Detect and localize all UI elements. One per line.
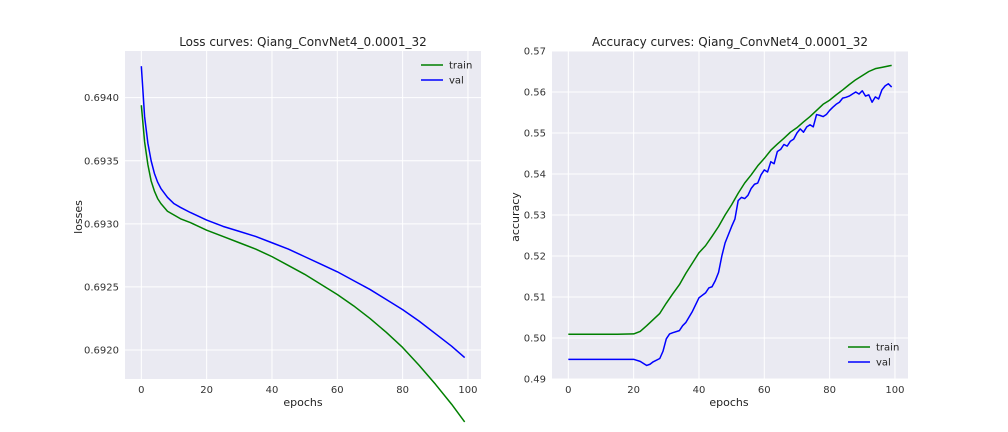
accuracy-y-tick-label: 0.51 <box>524 293 546 304</box>
accuracy-y-axis-label: accuracy <box>509 192 522 242</box>
accuracy-x-tick-label: 0 <box>565 385 571 396</box>
accuracy-y-tick-label: 0.53 <box>524 211 546 222</box>
accuracy-chart: Accuracy curves: Qiang_ConvNet4_0.0001_3… <box>509 35 908 409</box>
accuracy-series-val-line <box>568 83 893 367</box>
accuracy-legend-label-val: val <box>876 358 891 369</box>
loss-series-val-line <box>140 66 466 359</box>
accuracy-x-tick-label: 80 <box>823 385 836 396</box>
loss-series-train-line <box>140 105 466 423</box>
loss-chart-title: Loss curves: Qiang_ConvNet4_0.0001_32 <box>179 35 427 49</box>
loss-legend: train val <box>421 61 472 87</box>
loss-y-axis-label: losses <box>72 200 85 234</box>
accuracy-legend: train val <box>848 343 899 369</box>
accuracy-x-tick-label: 20 <box>627 385 640 396</box>
accuracy-series-train-line <box>568 64 892 336</box>
accuracy-y-tick-label: 0.54 <box>524 170 546 181</box>
loss-x-tick-label: 60 <box>331 385 344 396</box>
accuracy-y-tick-label: 0.55 <box>524 129 546 140</box>
accuracy-y-tick-label: 0.57 <box>524 47 546 58</box>
accuracy-x-tick-label: 60 <box>758 385 771 396</box>
loss-y-tick-label: 0.6930 <box>84 219 119 230</box>
loss-y-tick-label: 0.6920 <box>84 345 119 356</box>
accuracy-y-tick-label: 0.50 <box>524 334 546 345</box>
loss-y-tick-label: 0.6940 <box>84 93 119 104</box>
loss-y-tick-label: 0.6935 <box>84 156 119 167</box>
loss-legend-label-train: train <box>449 61 472 72</box>
accuracy-y-tick-label: 0.52 <box>524 252 546 263</box>
loss-x-tick-label: 0 <box>138 385 144 396</box>
accuracy-chart-title: Accuracy curves: Qiang_ConvNet4_0.0001_3… <box>592 35 868 49</box>
loss-chart: Loss curves: Qiang_ConvNet4_0.0001_32 ep… <box>72 35 481 423</box>
accuracy-y-tick-label: 0.49 <box>524 375 546 386</box>
accuracy-x-axis-label: epochs <box>709 396 748 409</box>
loss-y-tick-label: 0.6925 <box>84 282 119 293</box>
loss-legend-label-val: val <box>449 76 464 87</box>
loss-x-axis-label: epochs <box>283 396 322 409</box>
loss-plot-area <box>125 51 481 379</box>
accuracy-legend-label-train: train <box>876 343 899 354</box>
accuracy-x-tick-label: 40 <box>693 385 706 396</box>
loss-x-tick-label: 80 <box>396 385 409 396</box>
accuracy-y-tick-label: 0.56 <box>524 88 546 99</box>
accuracy-x-tick-label: 100 <box>885 385 904 396</box>
loss-x-tick-label: 40 <box>266 385 279 396</box>
loss-x-tick-label: 20 <box>200 385 213 396</box>
loss-x-tick-label: 100 <box>458 385 477 396</box>
